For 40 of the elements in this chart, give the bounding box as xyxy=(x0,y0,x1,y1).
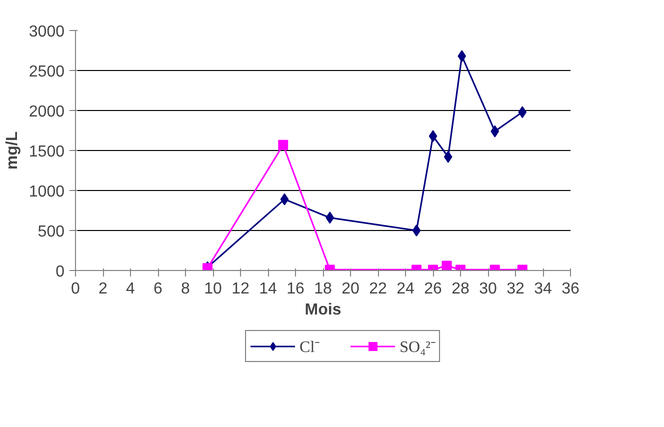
x-tick-label: 32 xyxy=(506,280,524,298)
legend-label: Cl⁻ xyxy=(300,338,320,357)
x-tick-label: 0 xyxy=(71,280,80,298)
x-tick-label: 12 xyxy=(232,280,250,298)
y-tick-label: 1000 xyxy=(28,184,65,200)
x-tick-label: 34 xyxy=(534,280,552,298)
point xyxy=(428,130,438,142)
y-tick-label: 500 xyxy=(38,224,65,240)
point xyxy=(442,260,452,270)
y-tick-label: 2000 xyxy=(28,104,65,120)
x-tick-label: 4 xyxy=(126,280,136,298)
x-axis-title: Mois xyxy=(304,302,342,318)
point xyxy=(278,140,288,150)
x-tick-label: 10 xyxy=(204,280,222,298)
y-tick-label: 2500 xyxy=(28,64,65,80)
y-tick-label: 3000 xyxy=(28,24,65,40)
point xyxy=(280,193,289,206)
x-tick-label: 26 xyxy=(424,280,442,298)
x-tick-label: 36 xyxy=(562,280,580,298)
x-tick-label: 8 xyxy=(181,280,190,298)
point xyxy=(490,125,500,138)
y-tick-label: 0 xyxy=(56,264,65,280)
x-tick-label: 24 xyxy=(396,280,414,298)
x-tick-label: 18 xyxy=(314,280,332,298)
x-tick-label: 16 xyxy=(286,280,304,298)
point xyxy=(518,106,527,118)
point xyxy=(412,224,421,236)
y-axis-title: mg/L xyxy=(4,131,21,170)
point xyxy=(458,50,466,62)
x-tick-label: 30 xyxy=(479,280,497,298)
x-tick-label: 14 xyxy=(259,280,277,298)
x-tick-label: 22 xyxy=(369,280,387,298)
point xyxy=(444,150,452,163)
y-tick-label: 1500 xyxy=(28,144,65,160)
x-tick-label: 6 xyxy=(154,280,163,298)
legend-label: SO₄²⁻ xyxy=(400,338,436,357)
x-tick-label: 20 xyxy=(342,280,360,298)
x-tick-label: 28 xyxy=(452,280,470,298)
x-tick-label: 2 xyxy=(98,280,108,298)
point xyxy=(326,212,334,224)
